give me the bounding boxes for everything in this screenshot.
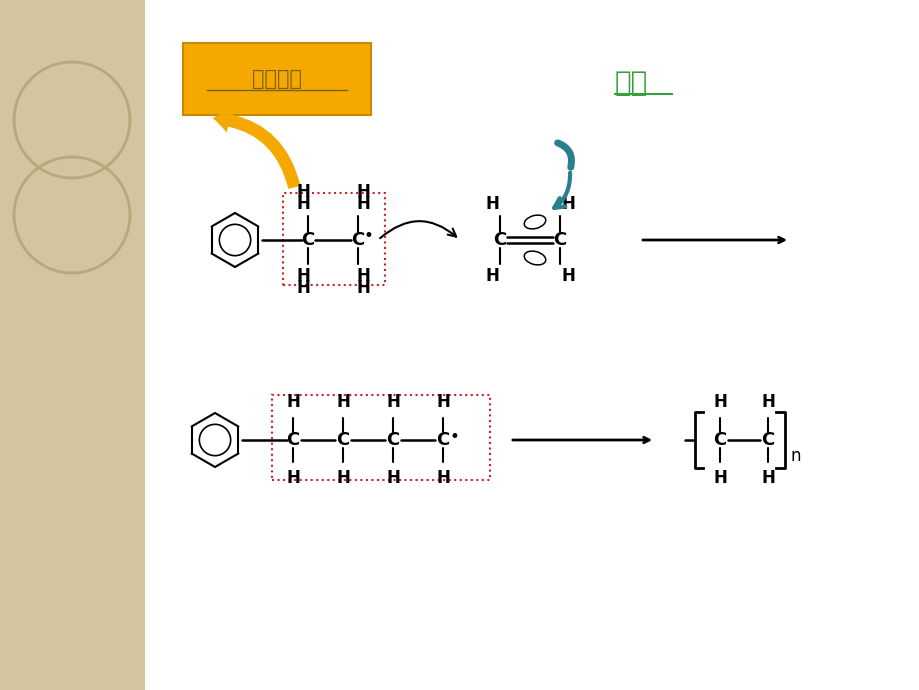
- Text: C: C: [386, 431, 399, 449]
- Text: H: H: [760, 469, 774, 487]
- FancyArrowPatch shape: [380, 221, 456, 238]
- Text: C: C: [351, 231, 364, 249]
- Text: H: H: [484, 267, 498, 285]
- FancyArrowPatch shape: [212, 108, 301, 189]
- Text: H: H: [356, 279, 369, 297]
- Text: H: H: [436, 393, 449, 411]
- Text: H: H: [386, 469, 400, 487]
- Text: C: C: [436, 431, 449, 449]
- Text: H: H: [356, 183, 369, 201]
- Text: C: C: [493, 231, 506, 249]
- Text: H: H: [712, 469, 726, 487]
- Text: H: H: [296, 267, 310, 285]
- Text: H: H: [561, 195, 574, 213]
- Text: C: C: [301, 231, 314, 249]
- Text: C: C: [336, 431, 349, 449]
- Text: C: C: [552, 231, 566, 249]
- Text: H: H: [760, 393, 774, 411]
- Text: •: •: [448, 428, 459, 446]
- Text: 活性中心: 活性中心: [252, 69, 301, 89]
- Text: H: H: [561, 267, 574, 285]
- Text: 单体: 单体: [614, 69, 648, 97]
- FancyArrowPatch shape: [553, 172, 570, 208]
- Text: C: C: [712, 431, 726, 449]
- Text: H: H: [356, 267, 369, 285]
- FancyBboxPatch shape: [0, 0, 145, 690]
- Text: H: H: [436, 469, 449, 487]
- Text: H: H: [386, 393, 400, 411]
- Text: H: H: [335, 393, 349, 411]
- Text: n: n: [790, 447, 800, 465]
- Text: H: H: [356, 195, 369, 213]
- Text: H: H: [296, 279, 310, 297]
- Text: •: •: [363, 227, 372, 245]
- Text: H: H: [296, 195, 310, 213]
- Text: H: H: [296, 183, 310, 201]
- FancyBboxPatch shape: [183, 43, 370, 115]
- Text: H: H: [286, 469, 300, 487]
- Text: H: H: [335, 469, 349, 487]
- Text: C: C: [286, 431, 300, 449]
- Text: H: H: [484, 195, 498, 213]
- Text: C: C: [761, 431, 774, 449]
- Text: H: H: [286, 393, 300, 411]
- Text: H: H: [712, 393, 726, 411]
- FancyArrowPatch shape: [557, 143, 571, 167]
